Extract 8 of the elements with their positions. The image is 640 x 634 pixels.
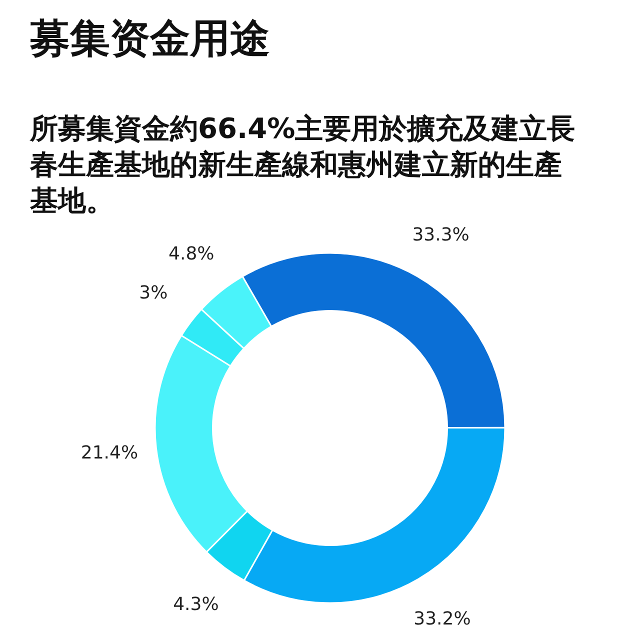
data-label: 33.2% bbox=[414, 608, 471, 630]
data-label: 4.8% bbox=[168, 244, 214, 265]
data-label: 4.3% bbox=[173, 594, 219, 615]
data-label: 21.4% bbox=[80, 442, 138, 464]
data-label: 33.3% bbox=[412, 224, 470, 246]
chart-title: 募集资金用途 bbox=[29, 16, 270, 62]
chart-subtitle: 所募集資金約66.4%主要用於擴充及建立長春生產基地的新生產線和惠州建立新的生產基地。 bbox=[29, 112, 576, 217]
data-label: 3% bbox=[139, 282, 168, 304]
